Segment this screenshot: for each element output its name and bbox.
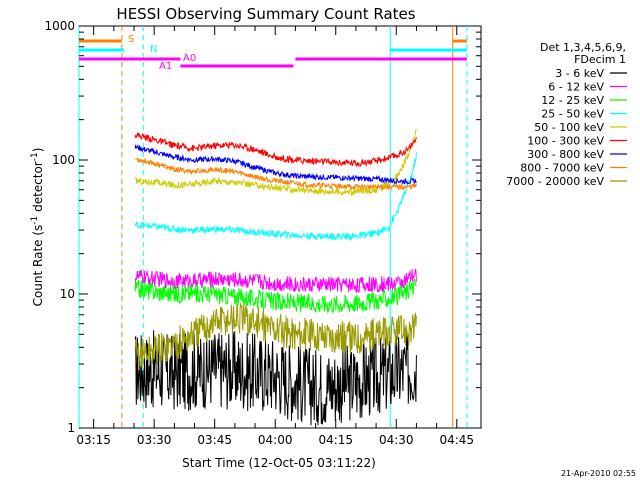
y-axis-label-sup1: -1	[30, 216, 40, 225]
chart-title: HESSI Observing Summary Count Rates	[116, 5, 415, 23]
legend-entry-label: 6 - 12 keV	[548, 81, 604, 94]
x-tick-label: 03:15	[76, 433, 111, 447]
flag-label-n: N	[150, 44, 157, 55]
x-tick-label: 04:45	[439, 433, 474, 447]
y-axis-label-mid: detector	[31, 161, 45, 216]
x-tick-label: 03:30	[137, 433, 172, 447]
y-tick-label: 100	[52, 153, 75, 167]
legend-entry-label: 50 - 100 keV	[534, 121, 604, 134]
y-axis-label-sup2: -1	[30, 152, 40, 161]
series-line	[134, 268, 417, 294]
legend-entry-label: 25 - 50 keV	[541, 108, 604, 121]
x-tick-label: 04:00	[258, 433, 293, 447]
series-line	[134, 152, 417, 242]
x-tick-label: 03:45	[197, 433, 232, 447]
y-tick-label: 10	[60, 287, 75, 301]
legend-entry-label: 3 - 6 keV	[555, 67, 604, 80]
legend-entry-label: 300 - 800 keV	[527, 148, 604, 161]
legend-entry-label: 7000 - 20000 keV	[506, 175, 604, 188]
series-line	[134, 144, 417, 186]
y-tick-label: 1000	[44, 19, 75, 33]
flag-label-a1: A1	[159, 61, 172, 72]
y-axis-label-main: Count Rate (s	[31, 225, 45, 307]
y-axis-label-end: )	[31, 148, 45, 153]
series-line	[135, 157, 417, 192]
series-line	[134, 132, 417, 168]
x-tick-label: 04:15	[318, 433, 353, 447]
legend-title-line2: FDecim 1	[574, 53, 626, 66]
legend-entry-label: 12 - 25 keV	[541, 94, 604, 107]
x-tick-label: 04:30	[379, 433, 414, 447]
flag-label-s: S	[128, 34, 134, 45]
legend-entry-label: 100 - 300 keV	[527, 135, 604, 148]
y-tick-label: 1	[67, 421, 75, 435]
series-line	[134, 278, 417, 314]
generation-timestamp: 21-Apr-2010 02:55	[561, 469, 636, 478]
flag-label-a0: A0	[183, 53, 196, 64]
series-line	[134, 128, 417, 197]
series-line	[134, 303, 417, 371]
y-axis-label: Count Rate (s-1 detector-1)	[30, 148, 45, 307]
legend-title-line1: Det 1,3,4,5,6,9,	[540, 41, 626, 54]
legend-entry-label: 800 - 7000 keV	[520, 162, 604, 175]
x-axis-label: Start Time (12-Oct-05 03:11:22)	[182, 456, 376, 470]
